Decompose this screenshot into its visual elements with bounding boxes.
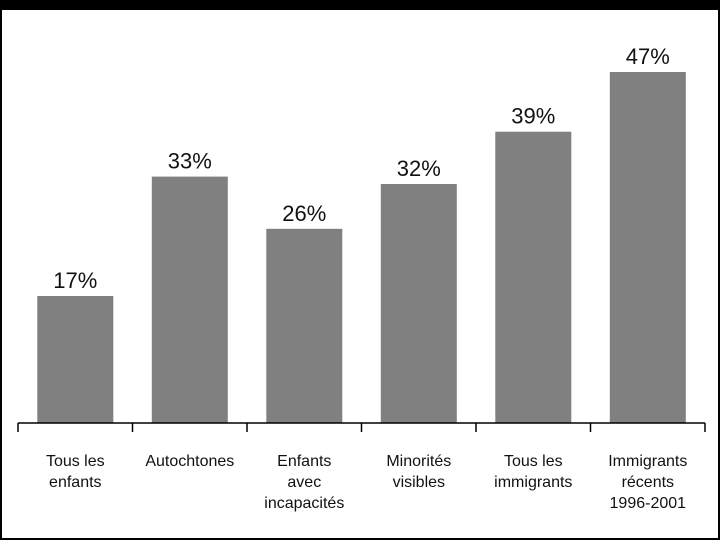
- bar-6: [609, 72, 686, 423]
- x-tick-label-6: Immigrants récents 1996-2001: [608, 453, 687, 512]
- x-tick-label-4: Minorités visibles: [386, 453, 451, 491]
- bar-2: [151, 176, 228, 423]
- x-tick-label-5: Tous les immigrants: [494, 453, 572, 491]
- data-label-1: 17%: [53, 268, 97, 293]
- data-label-5: 39%: [511, 104, 555, 129]
- bar-3: [266, 228, 343, 423]
- bar-4: [380, 184, 457, 423]
- x-tick-label-2: Autochtones: [145, 453, 234, 470]
- data-label-2: 33%: [168, 149, 212, 174]
- data-label-4: 32%: [397, 156, 441, 181]
- bar-1: [37, 296, 114, 423]
- data-label-6: 47%: [626, 44, 670, 69]
- data-label-3: 26%: [282, 201, 326, 226]
- x-tick-label-3: Enfants avec incapacités: [264, 453, 344, 512]
- x-tick-label-1: Tous les enfants: [46, 453, 105, 491]
- bar-5: [495, 131, 572, 423]
